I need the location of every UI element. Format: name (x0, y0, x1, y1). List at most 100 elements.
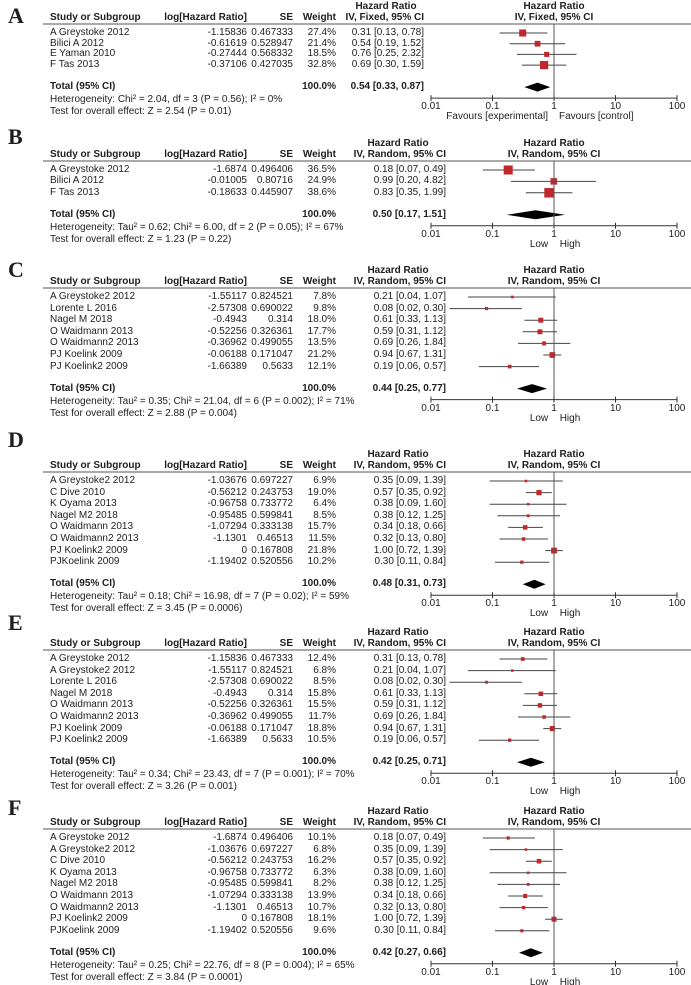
study-marker (534, 40, 541, 47)
header-loghr: log[Hazard Ratio] (164, 460, 247, 471)
total-weight: 100.0% (302, 81, 336, 93)
study-marker (544, 188, 554, 198)
se-value: 0.326361 (251, 325, 293, 337)
loghr-value: -0.56212 (207, 486, 247, 498)
header-se: SE (279, 638, 293, 649)
hr-ci-value: 0.31 [0.13, 0.78] (351, 27, 424, 38)
study-name: F Tas 2013 (50, 59, 100, 71)
hr-ci-value: 0.30 [0.11, 0.84] (374, 556, 446, 568)
study-marker (536, 490, 542, 496)
study-marker (526, 871, 530, 875)
hr-ci-value: 0.32 [0.13, 0.80] (373, 533, 446, 544)
weight-value: 11.7% (308, 711, 336, 722)
se-value: 0.499055 (251, 711, 293, 722)
hr-ci-value: 0.59 [0.31, 1.12] (373, 325, 446, 337)
study-name: K Oyama 2013 (50, 498, 117, 510)
header-weight: Weight (302, 12, 336, 23)
loghr-value: -0.56212 (207, 855, 247, 867)
hr-ci-value: 0.18 [0.07, 0.49] (373, 832, 446, 843)
panel-label: E (8, 610, 23, 635)
hr-ci-value: 0.19 [0.06, 0.57] (373, 734, 446, 746)
total-diamond (522, 579, 546, 589)
se-value: 0.80716 (256, 175, 293, 187)
loghr-value: -0.52256 (207, 325, 247, 337)
hr-ci-value: 0.54 [0.19, 1.52] (351, 37, 424, 49)
weight-value: 12.4% (307, 653, 336, 664)
loghr-value: -1.15836 (207, 27, 247, 38)
x-tick-label: 0.01 (421, 966, 441, 978)
total-diamond (516, 384, 548, 394)
study-name: Lorente L 2016 (50, 676, 117, 688)
se-value: 0.46513 (256, 533, 293, 544)
loghr-value: -0.36962 (207, 337, 247, 349)
loghr-value: 0 (241, 544, 247, 556)
hr-ci-value: 0.61 [0.33, 1.13] (373, 314, 446, 326)
total-label: Total (95% CI) (50, 81, 116, 93)
study-marker (542, 715, 546, 719)
total-hr-ci: 0.54 [0.33, 0.87] (350, 81, 424, 93)
total-weight: 100.0% (302, 578, 336, 590)
hr-ci-value: 0.08 [0.02, 0.30] (373, 302, 446, 314)
hr-ci-value: 0.32 [0.13, 0.80] (373, 901, 446, 913)
header-hazard-ratio-plot: Hazard Ratio (523, 138, 585, 149)
x-tick-label: 100 (668, 228, 686, 240)
weight-value: 10.2% (307, 556, 336, 568)
weight-value: 8.5% (313, 676, 336, 688)
se-value: 0.568332 (251, 48, 293, 60)
header-hazard-ratio: Hazard Ratio (367, 265, 429, 276)
study-marker (521, 537, 526, 541)
se-value: 0.690022 (251, 676, 293, 688)
weight-value: 24.9% (307, 175, 336, 187)
x-tick-label: 10 (609, 101, 622, 113)
header-loghr: log[Hazard Ratio] (164, 638, 247, 649)
study-marker (538, 691, 544, 697)
x-tick-label: 100 (668, 101, 686, 113)
heterogeneity-text: Heterogeneity: Tau² = 0.35; Chi² = 21.04… (50, 395, 355, 407)
header-study: Study or Subgroup (50, 638, 141, 649)
se-value: 0.445907 (251, 186, 293, 198)
study-name: Nagel M 2018 (50, 314, 113, 326)
total-diamond (516, 757, 545, 767)
hr-ci-value: 0.30 [0.11, 0.84] (374, 924, 446, 936)
study-marker (537, 703, 543, 708)
header-model-plot: IV, Random, 95% CI (507, 149, 601, 160)
total-hr-ci: 0.42 [0.27, 0.66] (372, 946, 446, 958)
study-name: PJ Koelink2 2009 (50, 544, 128, 556)
study-name: Nagel M2 2018 (50, 509, 118, 521)
weight-value: 27.4% (307, 27, 336, 38)
study-name: O Waidmann 2013 (50, 521, 134, 533)
x-tick-label: 1 (551, 402, 557, 414)
x-tick-label: 0.01 (421, 598, 441, 610)
header-se: SE (279, 276, 293, 287)
study-name: E Yaman 2010 (50, 48, 116, 60)
study-name: A Greystoke2 2012 (50, 664, 136, 676)
x-tick-label: 0.01 (421, 228, 441, 240)
loghr-value: -0.95485 (207, 878, 247, 890)
weight-value: 6.4% (313, 498, 336, 510)
study-name: A Greystoke 2012 (50, 653, 130, 664)
x-tick-label: 10 (609, 402, 622, 414)
hr-ci-value: 0.38 [0.12, 1.25] (373, 878, 446, 890)
loghr-value: -1.6874 (213, 832, 247, 843)
hr-ci-value: 0.19 [0.06, 0.57] (373, 360, 446, 372)
study-name: A Greystoke2 2012 (50, 475, 136, 486)
loghr-value: -1.19402 (207, 924, 247, 936)
se-value: 0.697227 (251, 475, 293, 486)
study-marker (520, 657, 525, 661)
study-name: Nagel M2 2018 (50, 878, 118, 890)
favours-right-label: High (559, 976, 581, 985)
study-name: C Dive 2010 (50, 855, 106, 867)
hr-ci-value: 0.76 [0.25, 2.32] (351, 48, 424, 60)
loghr-value: -1.07294 (207, 521, 247, 533)
se-value: 0.496406 (251, 164, 293, 175)
se-value: 0.243753 (251, 855, 293, 867)
study-name: O Waidmann 2013 (50, 325, 134, 337)
header-model: IV, Fixed, 95% CI (345, 12, 424, 23)
weight-value: 6.8% (313, 664, 336, 676)
header-study: Study or Subgroup (50, 12, 141, 23)
weight-value: 10.1% (307, 832, 336, 843)
se-value: 0.167808 (251, 913, 293, 925)
favours-right-label: Favours [control] (559, 111, 634, 123)
